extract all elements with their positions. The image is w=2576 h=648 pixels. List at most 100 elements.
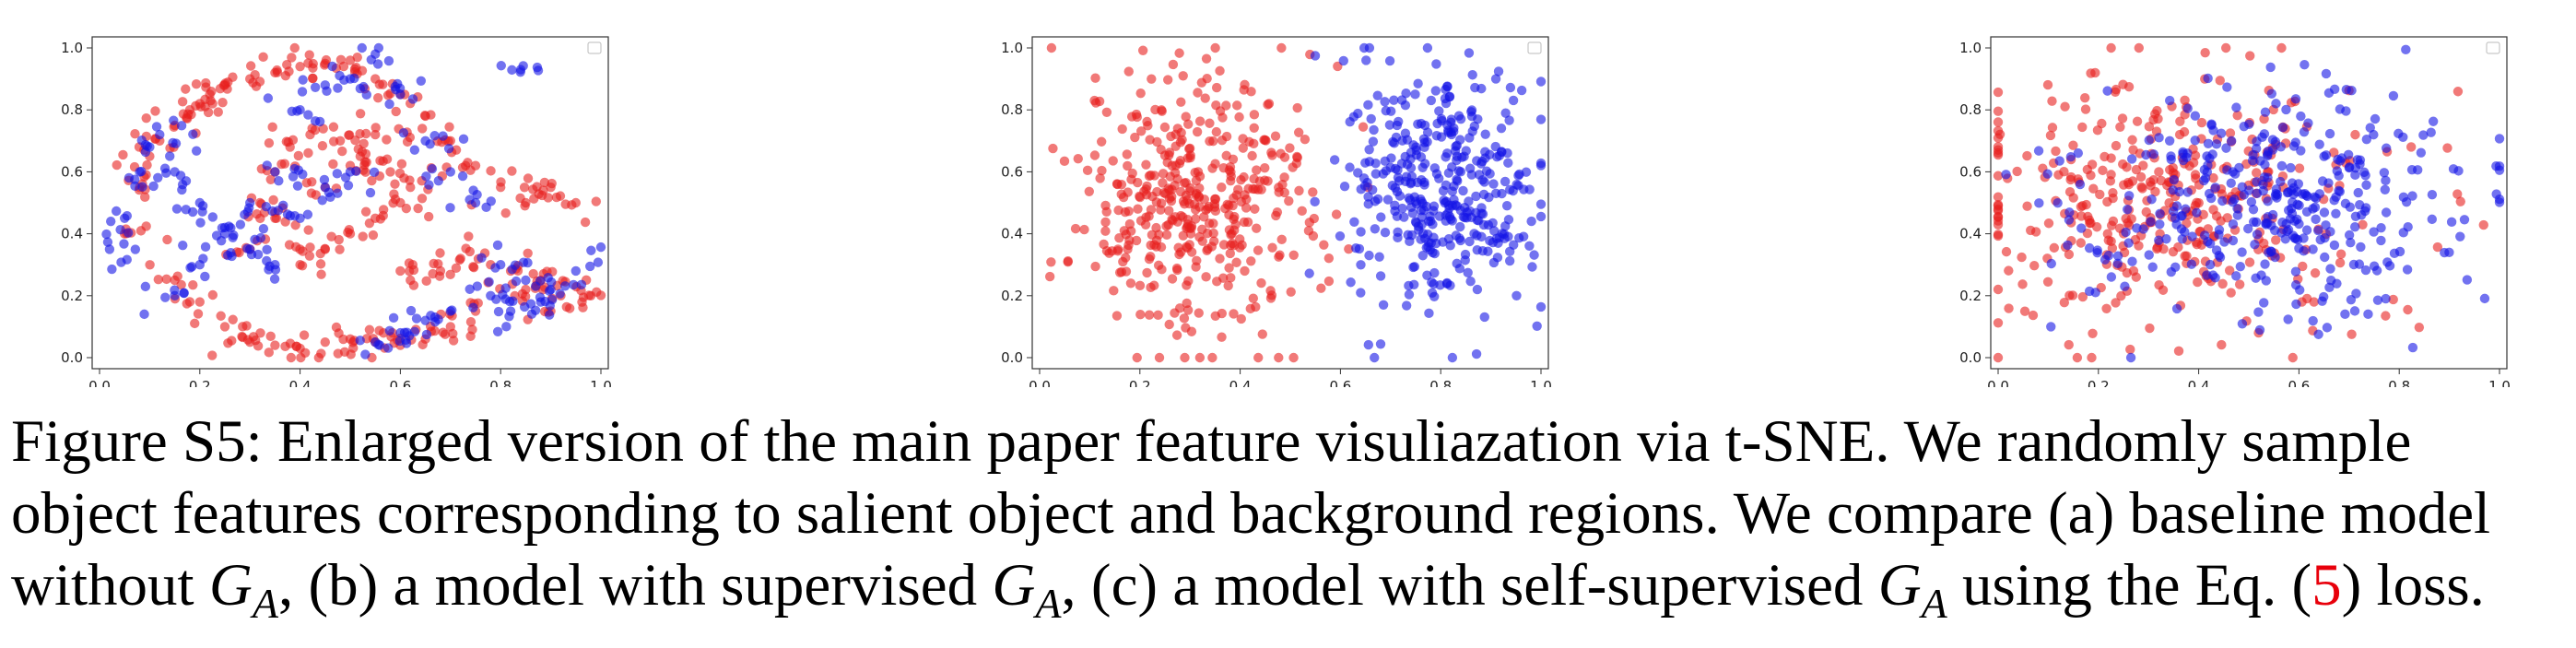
object-feature-point xyxy=(2154,167,2164,177)
object-feature-point xyxy=(1207,352,1217,363)
background-feature-point xyxy=(310,116,321,126)
background-feature-point xyxy=(1431,59,1441,69)
background-feature-point xyxy=(2319,207,2330,218)
background-feature-point xyxy=(2427,214,2437,225)
object-feature-point xyxy=(344,130,354,140)
object-feature-point xyxy=(448,336,459,346)
object-feature-point xyxy=(1176,247,1186,257)
object-feature-point xyxy=(2115,122,2125,133)
object-feature-point xyxy=(2152,243,2162,254)
x-tick-label: 0.0 xyxy=(1987,378,2009,387)
y-tick-label: 0.8 xyxy=(1959,101,1982,118)
background-feature-point xyxy=(302,209,313,219)
y-tick-label: 0.4 xyxy=(61,226,83,242)
x-tick-label: 0.6 xyxy=(1329,378,1351,387)
background-feature-point xyxy=(2186,259,2197,269)
background-feature-point xyxy=(2317,176,2328,186)
object-feature-point xyxy=(2301,293,2312,304)
object-feature-point xyxy=(218,98,228,108)
background-feature-point xyxy=(2228,235,2239,246)
background-feature-point xyxy=(2462,275,2473,285)
object-feature-point xyxy=(2019,306,2030,316)
background-feature-point xyxy=(569,279,579,290)
background-feature-point xyxy=(1349,217,1359,228)
object-feature-point xyxy=(417,194,428,204)
x-tick-label: 0.4 xyxy=(1229,378,1252,387)
background-feature-point xyxy=(181,205,191,215)
background-feature-point xyxy=(2285,214,2296,224)
background-feature-point xyxy=(1497,188,1507,199)
object-feature-point xyxy=(1123,244,1133,254)
background-feature-point xyxy=(223,250,233,261)
background-feature-point xyxy=(2221,143,2231,153)
background-feature-point xyxy=(289,163,300,174)
background-feature-point xyxy=(2263,172,2273,183)
background-feature-point xyxy=(496,61,506,71)
legend-box xyxy=(587,41,602,54)
object-feature-point xyxy=(2111,84,2122,95)
background-feature-point xyxy=(545,300,555,311)
object-feature-point xyxy=(486,166,496,176)
object-feature-point xyxy=(1267,150,1277,160)
background-feature-point xyxy=(2219,237,2229,247)
object-feature-point xyxy=(2068,193,2078,203)
background-feature-point xyxy=(1363,339,1374,350)
object-feature-point xyxy=(142,159,152,171)
background-feature-point xyxy=(1356,260,1366,270)
object-feature-point xyxy=(1112,179,1123,190)
object-feature-point xyxy=(1144,310,1155,320)
background-feature-point xyxy=(2076,223,2087,233)
object-feature-point xyxy=(406,183,416,193)
background-feature-point xyxy=(373,339,383,349)
background-feature-point xyxy=(155,129,165,140)
object-feature-point xyxy=(428,268,438,279)
background-feature-point xyxy=(523,257,533,268)
object-feature-point xyxy=(2066,171,2076,183)
background-feature-point xyxy=(1390,206,1400,217)
object-feature-point xyxy=(1122,149,1132,159)
object-feature-point xyxy=(1151,197,1162,207)
background-feature-point xyxy=(521,275,531,286)
background-feature-point xyxy=(1378,300,1389,310)
background-feature-point xyxy=(1346,277,1356,288)
object-feature-point xyxy=(2064,249,2075,260)
object-feature-point xyxy=(1223,280,1233,291)
object-feature-point xyxy=(1063,256,1074,266)
background-feature-point xyxy=(382,343,394,353)
object-feature-point xyxy=(299,330,310,340)
background-feature-point xyxy=(1406,171,1417,182)
background-feature-point xyxy=(1488,179,1499,189)
background-feature-point xyxy=(2266,88,2277,99)
object-feature-point xyxy=(2173,242,2183,253)
object-feature-point xyxy=(2211,211,2222,221)
background-feature-point xyxy=(2428,116,2439,126)
object-feature-point xyxy=(1274,352,1284,363)
scatter-plot-b: 0.0 0.2 0.4 0.6 0.8 1.0 0.0 0.2 0.4 0.6 0.8 1.0 xyxy=(995,18,1585,387)
object-feature-point xyxy=(1205,118,1215,128)
background-feature-point xyxy=(2064,215,2075,225)
object-feature-point xyxy=(1251,301,1261,312)
caption-text-a: without xyxy=(11,552,194,619)
background-feature-point xyxy=(1426,95,1437,106)
x-tick-label: 0.8 xyxy=(489,378,512,387)
background-feature-point xyxy=(119,239,129,249)
background-feature-point xyxy=(2251,273,2261,283)
object-feature-point xyxy=(317,141,328,151)
background-feature-point xyxy=(262,160,272,171)
background-feature-point xyxy=(2123,191,2135,201)
object-feature-point xyxy=(2182,251,2192,261)
object-feature-point xyxy=(1276,148,1286,159)
background-feature-point xyxy=(1449,181,1459,192)
object-feature-point xyxy=(451,263,462,274)
equation-ref-link[interactable]: 5 xyxy=(2311,552,2342,619)
object-feature-point xyxy=(2047,123,2058,133)
object-feature-point xyxy=(1136,126,1147,136)
object-feature-point xyxy=(355,109,366,119)
background-feature-point xyxy=(515,66,525,77)
object-feature-point xyxy=(1993,318,2004,328)
background-feature-point xyxy=(1458,185,1468,196)
object-feature-point xyxy=(445,269,455,280)
object-feature-point xyxy=(1993,117,2004,127)
background-feature-point xyxy=(2321,68,2332,79)
background-feature-point xyxy=(1376,212,1386,222)
